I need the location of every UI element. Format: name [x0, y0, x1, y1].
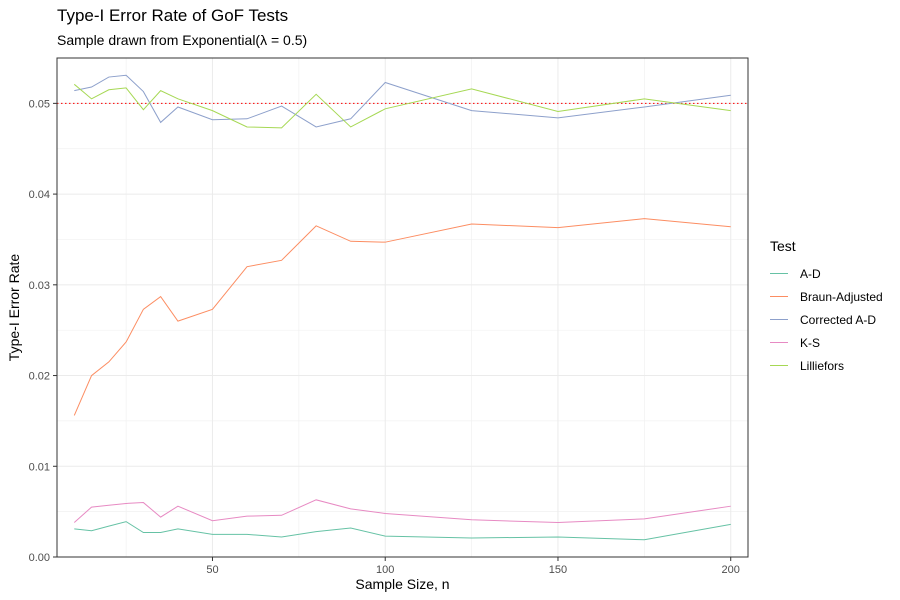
y-tick-label: 0.00	[29, 552, 50, 564]
series-line-a-d	[74, 521, 731, 541]
legend-label: K-S	[800, 335, 821, 350]
y-tick-label: 0.02	[29, 371, 50, 383]
legend-item: A-D	[770, 262, 883, 285]
x-tick-label: 50	[206, 564, 218, 576]
chart-title: Type-I Error Rate of GoF Tests	[57, 6, 289, 25]
x-tick-label: 150	[549, 564, 567, 576]
y-tick-label: 0.01	[29, 461, 50, 473]
series-line-lilliefors	[73, 83, 731, 129]
legend: Test A-D Braun-Adjusted Corrected A-D K-S Li…	[770, 238, 883, 377]
legend-label: A-D	[800, 266, 821, 281]
legend-items: A-D Braun-Adjusted Corrected A-D K-S Lillief…	[770, 262, 883, 377]
legend-label: Lilliefors	[800, 358, 845, 373]
y-tick-label: 0.03	[29, 280, 50, 292]
minor-gridlines	[57, 58, 748, 557]
legend-item: Corrected A-D	[770, 308, 883, 331]
x-axis-label: Sample Size, n	[355, 576, 449, 592]
legend-key-line	[770, 273, 788, 274]
legend-key-line	[770, 365, 788, 366]
panel-border	[56, 57, 749, 558]
legend-label: Braun-Adjusted	[800, 289, 883, 304]
x-tick-label: 100	[376, 564, 394, 576]
chart-subtitle: Sample drawn from Exponential(λ = 0.5)	[57, 32, 308, 48]
legend-title: Test	[770, 238, 796, 254]
legend-item: K-S	[770, 331, 883, 354]
x-axis-ticks: 50 100 150 200	[206, 557, 740, 576]
series-line-braun-adjusted	[73, 218, 731, 416]
series-line-k-s	[73, 499, 731, 524]
legend-item: Braun-Adjusted	[770, 285, 883, 308]
series-lines	[73, 74, 731, 541]
legend-key-line	[770, 319, 788, 320]
y-tick-label: 0.05	[29, 98, 50, 110]
legend-key-line	[770, 342, 788, 343]
legend-item: Lilliefors	[770, 354, 883, 377]
x-tick-label: 200	[722, 564, 740, 576]
y-axis-ticks: 0.00 0.01 0.02 0.03 0.04 0.05	[29, 98, 57, 564]
legend-label: Corrected A-D	[800, 312, 877, 327]
y-axis-label: Type-I Error Rate	[6, 254, 22, 362]
legend-key-line	[770, 296, 788, 297]
series-line-corrected-a-d	[74, 74, 731, 128]
y-tick-label: 0.04	[29, 189, 50, 201]
